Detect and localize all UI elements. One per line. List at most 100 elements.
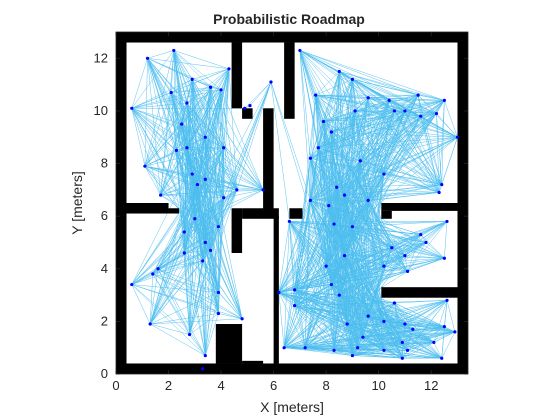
roadmap-edge [325, 266, 335, 351]
roadmap-node [366, 314, 370, 318]
roadmap-edge [131, 92, 172, 109]
roadmap-edge [149, 274, 154, 325]
roadmap-edge [150, 318, 243, 325]
roadmap-node [453, 330, 457, 334]
roadmap-edge [360, 100, 390, 162]
roadmap-edge [160, 179, 206, 196]
roadmap-edge [333, 350, 353, 356]
roadmap-edge [131, 273, 153, 285]
x-tick-label: 8 [323, 378, 330, 393]
roadmap-edge [417, 94, 458, 138]
roadmap-edge [383, 321, 442, 359]
roadmap-edge [402, 300, 448, 359]
roadmap-edge [354, 110, 458, 138]
roadmap-node [316, 146, 320, 150]
roadmap-edge [318, 147, 385, 322]
roadmap-edge [131, 79, 193, 109]
roadmap-edge [344, 110, 395, 256]
roadmap-edge [333, 116, 421, 225]
roadmap-edge [144, 165, 198, 185]
roadmap-edge [186, 147, 264, 191]
roadmap-node [332, 222, 336, 226]
roadmap-edge [160, 124, 182, 196]
roadmap-edge [299, 50, 311, 159]
roadmap-node [180, 122, 184, 126]
roadmap-edge [205, 313, 219, 356]
roadmap-edge [433, 300, 448, 343]
roadmap-node [442, 325, 446, 329]
roadmap-edge [189, 250, 211, 335]
roadmap-edge [181, 123, 206, 180]
roadmap-edge [339, 294, 403, 359]
roadmap-edge [304, 266, 327, 348]
roadmap-edge [402, 331, 455, 343]
roadmap-edge [205, 179, 224, 198]
roadmap-node [392, 301, 397, 305]
roadmap-edge [283, 200, 311, 348]
roadmap-edge [249, 81, 272, 106]
roadmap-edge [412, 326, 445, 330]
roadmap-edge [331, 110, 395, 133]
obstacle-wall [263, 108, 274, 214]
roadmap-edge [197, 184, 203, 261]
roadmap-edge [331, 110, 356, 285]
roadmap-node [293, 288, 297, 292]
roadmap-edge [186, 137, 206, 148]
roadmap-edge [160, 189, 264, 196]
roadmap-edge [339, 295, 353, 356]
roadmap-edge [347, 323, 403, 359]
roadmap-edge [278, 221, 290, 293]
roadmap-node [195, 182, 200, 187]
roadmap-edge [417, 95, 440, 193]
roadmap-edge [144, 58, 148, 167]
roadmap-edge [131, 108, 193, 175]
roadmap-edge [404, 323, 445, 327]
roadmap-node [298, 48, 302, 53]
roadmap-edge [157, 260, 203, 270]
roadmap-edge [310, 136, 458, 159]
roadmap-edge [310, 158, 348, 325]
obstacle-wall [116, 32, 468, 43]
roadmap-edge [339, 294, 395, 304]
roadmap-node [227, 67, 231, 71]
roadmap-edge [367, 200, 385, 351]
roadmap-node [342, 193, 347, 197]
roadmap-node [327, 204, 331, 208]
roadmap-node [219, 88, 223, 92]
roadmap-edge [202, 81, 272, 261]
roadmap-edge [360, 160, 385, 267]
roadmap-edge [418, 94, 445, 101]
roadmap-node [159, 193, 163, 197]
roadmap-edge [192, 68, 230, 80]
roadmap-node [345, 322, 349, 326]
roadmap-edge [339, 71, 440, 193]
y-tick-label: 0 [101, 366, 108, 381]
roadmap-edge [310, 158, 327, 267]
roadmap-edge [131, 147, 224, 285]
roadmap-edge [368, 137, 458, 201]
roadmap-edge [197, 184, 243, 319]
roadmap-edge [339, 110, 356, 296]
obstacle-wall [126, 203, 169, 214]
roadmap-edge [391, 247, 406, 256]
roadmap-edge [383, 350, 403, 359]
roadmap-edge [315, 71, 340, 96]
roadmap-edge [407, 331, 455, 351]
roadmap-edge [299, 50, 311, 201]
roadmap-node [208, 85, 213, 89]
roadmap-edge [236, 81, 272, 190]
roadmap-edge [331, 94, 419, 133]
roadmap-edge [354, 110, 442, 185]
roadmap-edge [197, 184, 264, 191]
roadmap-edge [402, 329, 414, 359]
roadmap-edge [184, 250, 211, 254]
roadmap-edge [152, 273, 243, 319]
roadmap-edge [131, 108, 161, 196]
roadmap-edge [402, 329, 414, 343]
roadmap-edge [150, 323, 190, 335]
roadmap-edge [352, 331, 455, 356]
roadmap-edge [157, 268, 206, 356]
roadmap-node [201, 259, 205, 263]
roadmap-edge [407, 221, 448, 272]
obstacles-layer [116, 32, 468, 374]
